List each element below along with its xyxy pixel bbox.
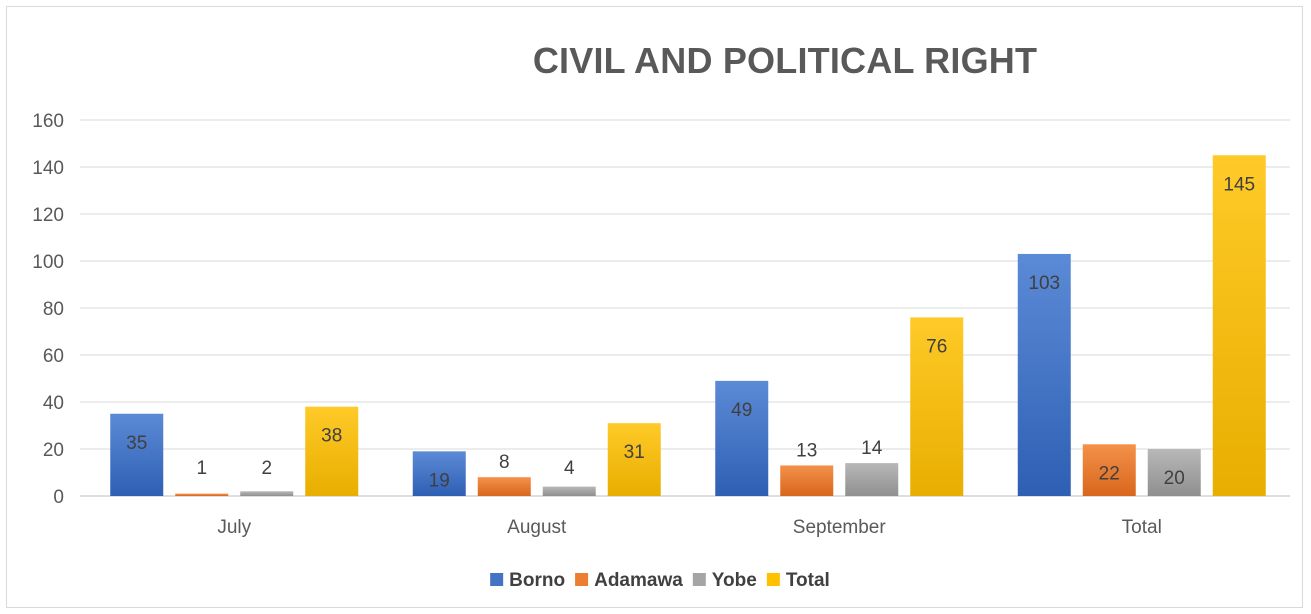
y-tick-label: 0 [53, 487, 64, 508]
legend-label-total: Total [786, 570, 830, 591]
data-label: 13 [796, 440, 817, 461]
bar-borno-july [110, 413, 164, 496]
data-labels: 35 1 2 38 19 8 4 31 49 13 14 76 103 22 20 145 [126, 174, 1255, 491]
bar-adamawa-august [477, 477, 531, 496]
y-axis: 0 20 40 60 80 100 120 140 160 [32, 111, 64, 508]
y-tick-label: 160 [32, 111, 64, 132]
data-label: 2 [261, 458, 272, 479]
data-label: 49 [731, 400, 752, 421]
x-tick-label: August [507, 517, 567, 538]
x-tick-label: July [217, 517, 251, 538]
data-label: 22 [1099, 463, 1120, 484]
data-label: 103 [1028, 273, 1060, 294]
bar-borno-total [1017, 253, 1071, 496]
data-label: 19 [429, 470, 450, 491]
chart-title: CIVIL AND POLITICAL RIGHT [532, 40, 1038, 81]
bar-total-total [1212, 155, 1266, 496]
data-label: 145 [1223, 174, 1255, 195]
gridlines [80, 119, 1290, 497]
legend-swatch-borno [490, 573, 504, 586]
chart-frame [6, 6, 1303, 608]
data-label: 14 [861, 438, 883, 459]
bars [110, 155, 1266, 496]
legend-label-borno: Borno [509, 570, 565, 591]
data-label: 1 [196, 458, 207, 479]
bar-adamawa-september [780, 465, 834, 496]
y-tick-label: 80 [43, 299, 64, 320]
data-label: 4 [564, 458, 575, 479]
bar-borno-september [715, 380, 769, 496]
y-tick-label: 100 [32, 252, 64, 273]
x-tick-label: September [793, 517, 887, 538]
y-tick-label: 120 [32, 205, 64, 226]
y-tick-label: 20 [43, 440, 64, 461]
legend: Borno Adamawa Yobe Total [490, 570, 830, 591]
legend-swatch-yobe [692, 573, 706, 586]
x-axis: July August September Total [217, 517, 1161, 538]
bar-adamawa-total [1082, 444, 1136, 496]
bar-yobe-total [1147, 449, 1201, 496]
data-label: 31 [624, 442, 645, 463]
bar-yobe-july [240, 491, 294, 496]
y-tick-label: 140 [32, 158, 64, 179]
y-tick-label: 40 [43, 393, 64, 414]
bar-total-august [607, 423, 661, 496]
bar-yobe-august [542, 486, 596, 496]
data-label: 38 [321, 426, 342, 447]
bar-yobe-september [845, 463, 899, 496]
legend-swatch-total [766, 573, 780, 586]
data-label: 20 [1164, 468, 1185, 489]
y-tick-label: 60 [43, 346, 64, 367]
legend-swatch-adamawa [575, 573, 589, 586]
bar-borno-august [412, 451, 466, 496]
legend-label-adamawa: Adamawa [594, 570, 683, 591]
bar-total-september [910, 317, 964, 496]
bar-adamawa-july [175, 493, 229, 496]
x-tick-label: Total [1122, 517, 1162, 538]
data-label: 35 [126, 433, 147, 454]
data-label: 8 [499, 452, 510, 473]
bar-total-july [305, 406, 359, 496]
data-label: 76 [926, 336, 947, 357]
legend-label-yobe: Yobe [712, 570, 757, 591]
